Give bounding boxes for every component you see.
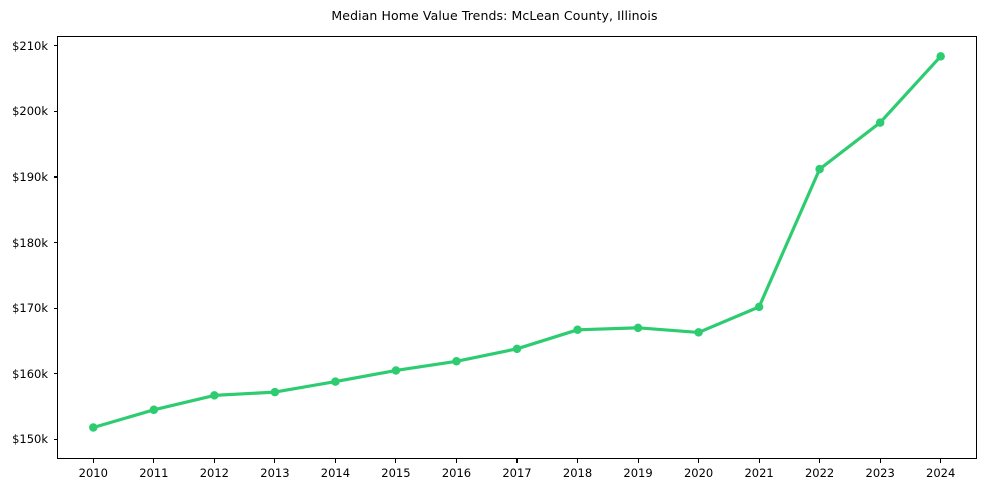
x-axis-tick-mark: [334, 459, 336, 463]
x-axis-tick-mark: [940, 459, 942, 463]
x-axis-tick-label: 2022: [804, 466, 835, 480]
y-axis-tick-mark: [53, 110, 57, 112]
x-axis-tick-mark: [819, 459, 821, 463]
x-axis-tick-label: 2016: [441, 466, 472, 480]
y-axis-tick-label: $160k: [12, 366, 48, 381]
x-axis-tick-mark: [213, 459, 215, 463]
x-axis-tick-mark: [274, 459, 276, 463]
x-axis-tick-label: 2024: [926, 466, 956, 480]
x-axis-tick-label: 2018: [562, 466, 593, 480]
x-axis-tick-label: 2019: [623, 466, 653, 480]
x-axis-tick-label: 2020: [683, 466, 714, 480]
y-axis-tick-mark: [53, 438, 57, 440]
y-axis-tick-label: $210k: [12, 38, 48, 53]
x-axis-tick-label: 2023: [865, 466, 895, 480]
x-axis-tick-mark: [758, 459, 760, 463]
x-axis-tick-label: 2015: [381, 466, 411, 480]
chart-title: Median Home Value Trends: McLean County,…: [331, 8, 658, 23]
y-axis-tick-label: $170k: [12, 301, 48, 316]
x-axis-tick-mark: [637, 459, 639, 463]
x-axis-tick-mark: [516, 459, 518, 463]
y-axis-tick-mark: [53, 373, 57, 375]
y-axis-tick-label: $190k: [12, 170, 48, 184]
x-axis-tick-mark: [395, 459, 397, 463]
x-axis-tick-mark: [92, 459, 94, 463]
x-axis-tick-label: 2014: [320, 466, 351, 480]
x-axis-tick-mark: [153, 459, 155, 463]
x-axis-tick-label: 2017: [502, 466, 532, 480]
y-axis-tick-mark: [53, 242, 57, 244]
x-axis-tick-label: 2013: [260, 466, 290, 480]
y-axis-tick-mark: [53, 176, 57, 178]
y-axis-tick-label: $200k: [12, 104, 48, 119]
x-axis-tick-label: 2021: [744, 466, 774, 480]
x-axis-tick-label: 2012: [199, 466, 229, 480]
plot-frame: [57, 36, 977, 459]
x-axis-tick-mark: [576, 459, 579, 463]
y-axis-tick-label: $180k: [12, 235, 48, 250]
x-axis-tick-label: 2010: [78, 466, 108, 480]
y-axis-tick-label: $150k: [12, 432, 48, 447]
y-axis-tick-mark: [53, 307, 57, 309]
x-axis-tick-mark: [698, 459, 700, 463]
x-axis-tick-mark: [455, 459, 458, 463]
y-axis-tick-mark: [53, 45, 57, 47]
x-axis-tick-label: 2011: [139, 466, 169, 480]
x-axis-tick-mark: [879, 459, 881, 463]
